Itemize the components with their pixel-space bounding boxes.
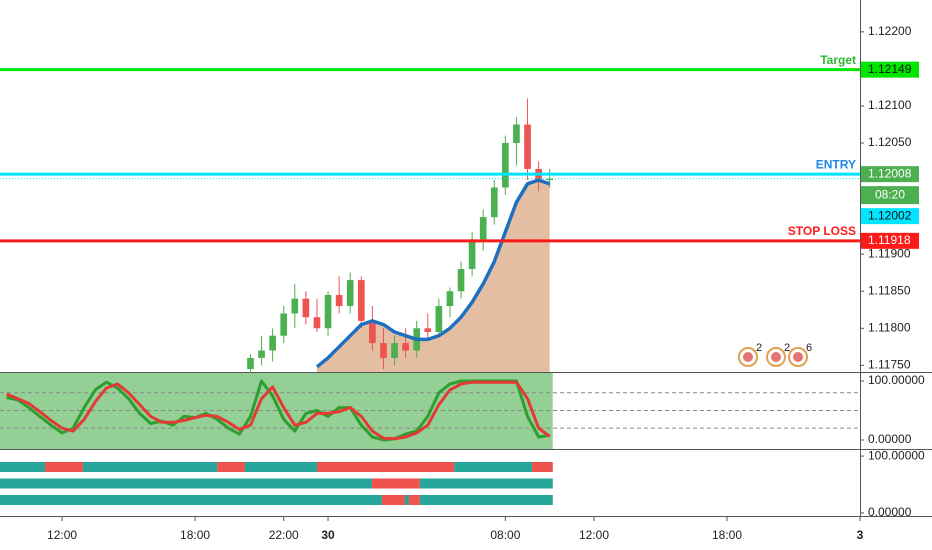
- last-price-label: 1.12002: [868, 208, 912, 222]
- signal-segment: [82, 462, 218, 472]
- candle-body: [357, 280, 365, 321]
- candle-body: [258, 350, 265, 358]
- candle-body: [457, 268, 465, 292]
- candle-body: [435, 306, 443, 332]
- event-count: 2: [756, 342, 762, 354]
- signal-segment: [531, 462, 553, 472]
- level-price-label: 1.12149: [868, 62, 912, 76]
- level-price-box: [861, 166, 919, 183]
- signal-segment: [371, 478, 420, 489]
- candle-body: [269, 335, 276, 351]
- signal-segment: [381, 495, 405, 505]
- candle-body: [369, 320, 376, 344]
- x-tick-label: 3: [857, 528, 864, 542]
- level-label: ENTRY: [816, 157, 856, 171]
- x-tick-label: 30: [321, 528, 335, 542]
- level-price-box: [861, 61, 919, 78]
- signal-segment: [0, 478, 372, 489]
- candle-body: [302, 298, 310, 318]
- signal-segment: [454, 462, 532, 472]
- signal-segment: [0, 495, 382, 505]
- event-flag: [743, 352, 753, 362]
- y-tick-label: 1.11750: [868, 358, 911, 372]
- candle-body: [335, 294, 343, 307]
- candle-body: [490, 187, 498, 218]
- x-tick-label: 22:00: [269, 528, 299, 542]
- candle-body: [479, 217, 487, 240]
- signal-segment: [419, 478, 553, 489]
- oscillator-line: [6, 380, 551, 441]
- ma-line: [315, 178, 551, 369]
- candle-body: [324, 294, 332, 329]
- x-tick-label: 18:00: [180, 528, 210, 542]
- signal-segment: [244, 462, 317, 472]
- x-tick-label: 08:00: [490, 528, 520, 542]
- oscillator-line: [6, 379, 550, 442]
- last-price-box: [861, 208, 919, 225]
- candle-body: [524, 124, 531, 169]
- countdown-box: [861, 186, 919, 205]
- x-tick-label: 12:00: [47, 528, 77, 542]
- y-tick-label: 1.11800: [868, 320, 911, 334]
- candle-body: [247, 357, 254, 370]
- signal-segment: [44, 462, 83, 472]
- signal-segment: [408, 495, 420, 505]
- candle-body: [346, 280, 354, 307]
- event-flag: [771, 352, 781, 362]
- candle-body: [424, 328, 432, 332]
- candle-body: [280, 313, 288, 336]
- candle-body: [291, 298, 299, 314]
- candle-body: [391, 343, 398, 358]
- candle-body: [446, 291, 454, 307]
- level-price-label: 1.12008: [868, 166, 912, 180]
- y-tick-label: 1.12050: [868, 135, 912, 149]
- x-tick-label: 12:00: [579, 528, 609, 542]
- event-count: 2: [784, 342, 790, 354]
- y-tick-label: 0.00000: [868, 432, 912, 446]
- event-count: 6: [806, 342, 812, 354]
- level-price-box: [861, 232, 919, 249]
- level-label: STOP LOSS: [788, 224, 856, 238]
- signal-segment: [0, 462, 45, 472]
- level-label: Target: [820, 53, 856, 67]
- event-flag: [793, 352, 803, 362]
- signal-segment: [316, 462, 455, 472]
- y-tick-label: 1.11900: [868, 246, 911, 260]
- candle-body: [546, 178, 554, 181]
- signal-segment: [404, 495, 409, 505]
- signal-segment: [217, 462, 245, 472]
- y-tick-label: 1.11850: [868, 283, 911, 297]
- y-tick-label: 0.00000: [868, 505, 912, 519]
- level-price-label: 1.11918: [868, 233, 911, 247]
- y-tick-label: 1.12200: [868, 24, 912, 38]
- y-tick-label: 100.00000: [868, 448, 925, 462]
- x-tick-label: 18:00: [712, 528, 742, 542]
- y-tick-label: 1.12100: [868, 98, 912, 112]
- countdown: 08:20: [875, 187, 905, 201]
- candle-body: [513, 124, 520, 144]
- candle-body: [468, 239, 476, 269]
- candle-body: [380, 343, 387, 358]
- candle-body: [502, 143, 509, 188]
- y-tick-label: 100.00000: [868, 373, 925, 387]
- signal-segment: [419, 495, 553, 505]
- candle-body: [313, 317, 321, 329]
- candle-body: [402, 343, 409, 351]
